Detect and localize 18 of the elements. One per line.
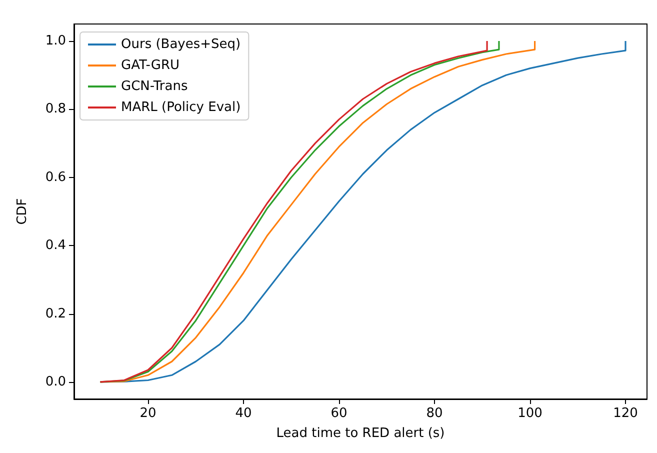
legend-label: GAT-GRU <box>121 58 180 73</box>
x-tick-label: 80 <box>426 406 443 421</box>
x-tick-label: 120 <box>613 406 638 421</box>
legend-label: MARL (Policy Eval) <box>121 100 241 115</box>
y-tick-label: 0.0 <box>45 374 66 390</box>
x-axis-title: Lead time to RED alert (s) <box>276 426 445 441</box>
y-tick-label: 0.2 <box>45 306 66 322</box>
y-axis-title: CDF <box>15 198 30 225</box>
legend-label: GCN-Trans <box>121 79 188 94</box>
x-tick-label: 40 <box>235 406 252 421</box>
y-tick-label: 0.4 <box>45 238 66 254</box>
y-tick-label: 0.8 <box>45 102 66 117</box>
x-tick-label: 100 <box>518 406 542 421</box>
y-tick-label: 0.6 <box>45 170 66 185</box>
legend-label: Ours (Bayes+Seq) <box>121 37 241 52</box>
x-tick-label: 20 <box>140 406 156 421</box>
x-tick-label: 60 <box>330 406 348 421</box>
y-tick-label: 1.0 <box>45 34 66 49</box>
